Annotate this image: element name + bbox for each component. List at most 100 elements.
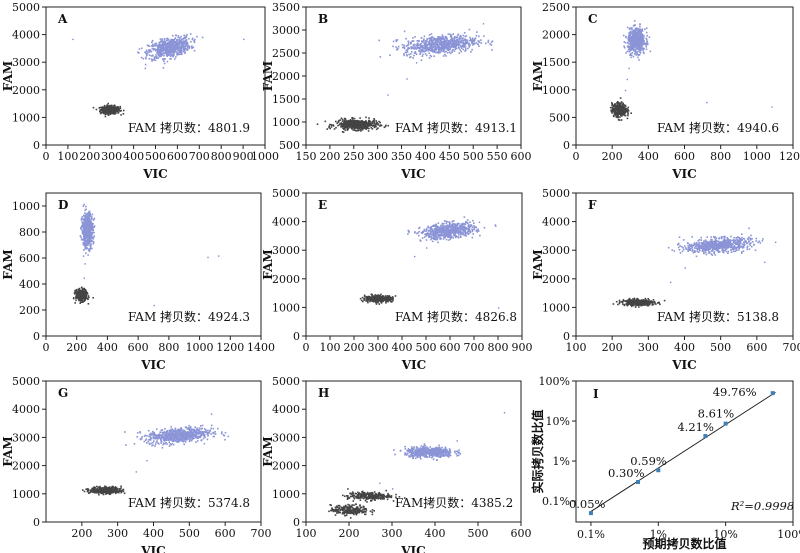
droplet-point	[192, 46, 195, 49]
droplet-point	[439, 36, 442, 39]
droplet-point	[83, 232, 85, 235]
droplet-point	[167, 47, 169, 49]
droplet-point	[167, 42, 169, 45]
stray-droplet	[164, 58, 166, 60]
droplet-point	[89, 221, 92, 224]
droplet-point	[87, 235, 89, 237]
droplet-point	[630, 46, 633, 48]
droplet-point	[646, 41, 648, 43]
stray-droplet	[624, 89, 627, 92]
droplet-point	[430, 55, 433, 58]
droplet-point	[82, 205, 85, 207]
droplet-point	[80, 299, 83, 302]
droplet-point	[618, 107, 620, 110]
droplet-point	[430, 39, 432, 42]
droplet-point	[161, 40, 163, 42]
droplet-point	[434, 47, 436, 50]
droplet-point	[620, 119, 623, 121]
x-tick-label: 200	[602, 150, 623, 163]
droplet-point	[442, 42, 444, 45]
droplet-point	[637, 41, 639, 44]
droplet-point	[611, 109, 614, 112]
droplet-point	[468, 232, 470, 235]
droplet-point	[630, 31, 633, 34]
droplet-point	[443, 40, 445, 43]
droplet-point	[383, 126, 386, 129]
droplet-point	[437, 52, 440, 54]
droplet-point	[428, 40, 431, 43]
droplet-point	[184, 36, 187, 38]
droplet-point	[184, 42, 186, 45]
droplet-point	[107, 114, 110, 116]
droplet-point	[453, 39, 456, 42]
droplet-point	[157, 47, 159, 50]
droplet-point	[453, 42, 455, 44]
droplet-point	[353, 129, 356, 131]
droplet-point	[462, 44, 465, 46]
droplet-point	[645, 48, 648, 51]
droplet-point	[465, 41, 467, 43]
droplet-point	[339, 123, 341, 125]
droplet-point	[435, 39, 438, 42]
droplet-point	[438, 41, 441, 43]
droplet-point	[72, 297, 75, 300]
droplet-point	[151, 41, 153, 44]
droplet-point	[423, 47, 425, 50]
droplet-point	[107, 108, 109, 111]
droplet-point	[458, 47, 460, 49]
droplet-point	[367, 130, 370, 132]
droplet-point	[75, 288, 78, 291]
droplet-point	[452, 43, 454, 46]
droplet-point	[444, 46, 447, 49]
droplet-point	[453, 45, 456, 47]
droplet-point	[92, 297, 94, 299]
droplet-point	[342, 123, 345, 126]
droplet-point	[371, 121, 374, 123]
stray-droplet	[630, 56, 632, 59]
y-tick-label: 800	[19, 226, 40, 239]
droplet-point	[329, 127, 331, 130]
droplet-point	[365, 296, 367, 299]
droplet-point	[76, 291, 79, 293]
droplet-point	[459, 228, 461, 231]
droplet-point	[179, 45, 181, 48]
x-tick-label: 0	[303, 341, 310, 354]
droplet-point	[417, 44, 420, 46]
droplet-point	[337, 124, 339, 127]
droplet-point	[83, 240, 86, 243]
droplet-point	[156, 49, 159, 52]
x-tick-label: 600	[440, 341, 461, 354]
droplet-point	[388, 297, 391, 300]
droplet-point	[490, 44, 493, 46]
droplet-point	[88, 220, 91, 222]
droplet-point	[640, 36, 643, 39]
droplet-point	[437, 36, 439, 38]
droplet-point	[437, 46, 439, 49]
droplet-point	[473, 40, 475, 43]
droplet-point	[178, 50, 180, 52]
droplet-point	[634, 50, 636, 53]
droplet-point	[185, 45, 187, 47]
droplet-point	[179, 53, 181, 55]
droplet-point	[348, 121, 351, 123]
droplet-point	[184, 37, 186, 39]
droplet-point	[467, 47, 469, 50]
droplet-point	[158, 48, 160, 51]
droplet-point	[343, 119, 345, 122]
droplet-point	[336, 122, 338, 125]
droplet-point	[180, 35, 182, 38]
droplet-point	[634, 46, 636, 48]
droplet-point	[148, 50, 151, 53]
droplet-point	[83, 300, 86, 302]
droplet-point	[344, 119, 347, 121]
droplet-point	[621, 111, 624, 113]
droplet-point	[146, 53, 149, 55]
droplet-point	[83, 222, 86, 224]
droplet-point	[441, 38, 444, 40]
droplet-point	[473, 43, 476, 45]
droplet-point	[465, 48, 467, 50]
droplet-point	[480, 39, 482, 41]
droplet-point	[637, 54, 640, 56]
droplet-point	[459, 34, 462, 37]
panel-letter: C	[588, 12, 598, 26]
